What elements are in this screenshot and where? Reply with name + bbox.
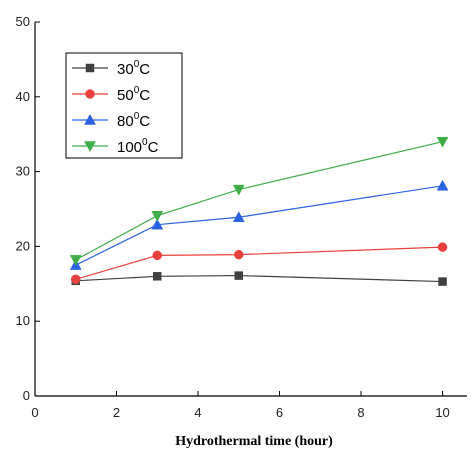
series-30C <box>71 271 447 286</box>
series-layer <box>69 136 449 286</box>
legend-marker <box>85 89 95 99</box>
legend-marker <box>85 63 95 73</box>
legend-label: 500C <box>117 85 150 104</box>
series-line <box>75 185 443 266</box>
legend-item: 800C <box>72 111 150 130</box>
data-point <box>71 274 81 285</box>
legend-box <box>65 52 183 159</box>
data-point <box>232 184 245 196</box>
y-tick-label: 0 <box>23 388 30 403</box>
legend-marker <box>84 141 96 153</box>
legend-label: 1000C <box>117 137 159 156</box>
series-line <box>75 246 443 280</box>
data-point <box>234 271 244 280</box>
x-tick-label: 4 <box>194 405 201 420</box>
series-line <box>75 274 443 283</box>
legend-item: 1000C <box>72 137 159 156</box>
y-tick-label: 40 <box>16 89 30 104</box>
x-tick-label: 2 <box>113 405 120 420</box>
data-point <box>69 255 82 266</box>
data-point <box>436 136 449 148</box>
x-tick-label: 8 <box>357 405 364 420</box>
axis-ticks: 0 10 20 30 40 50 0 2 4 6 8 10 <box>16 14 450 420</box>
series-80C <box>69 179 449 270</box>
x-tick-label: 6 <box>276 405 283 420</box>
y-tick-label: 10 <box>16 313 30 328</box>
series-100C <box>69 136 449 266</box>
x-axis-title: Hydrothermal time (hour) <box>175 434 333 449</box>
data-point <box>151 218 164 230</box>
x-tick-label: 0 <box>31 405 38 420</box>
data-point <box>152 250 163 261</box>
legend-item: 300C <box>72 59 150 78</box>
data-point <box>234 249 244 260</box>
x-tick-label: 10 <box>435 405 449 420</box>
series-line <box>75 141 443 261</box>
data-point <box>151 210 164 222</box>
legend: 300C 500C 800C 1000C <box>65 52 183 159</box>
plot-area <box>34 22 467 397</box>
data-point <box>437 242 448 252</box>
data-point <box>153 272 162 281</box>
y-tick-label: 50 <box>16 14 30 29</box>
series-50C <box>71 242 448 285</box>
data-point <box>436 179 449 191</box>
legend-label: 800C <box>117 111 150 130</box>
y-tick-label: 30 <box>16 164 30 179</box>
data-point <box>232 211 245 222</box>
legend-item: 500C <box>72 85 150 104</box>
legend-marker <box>84 113 96 125</box>
y-tick-label: 20 <box>16 238 30 253</box>
legend-label: 300C <box>117 59 150 78</box>
data-point <box>438 277 447 286</box>
